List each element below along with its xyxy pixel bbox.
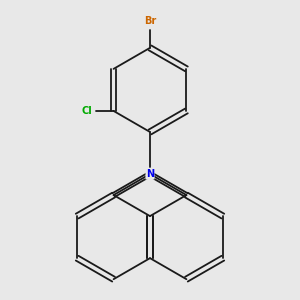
Text: N: N (146, 169, 154, 179)
Text: Cl: Cl (81, 106, 92, 116)
Text: Br: Br (144, 16, 156, 26)
